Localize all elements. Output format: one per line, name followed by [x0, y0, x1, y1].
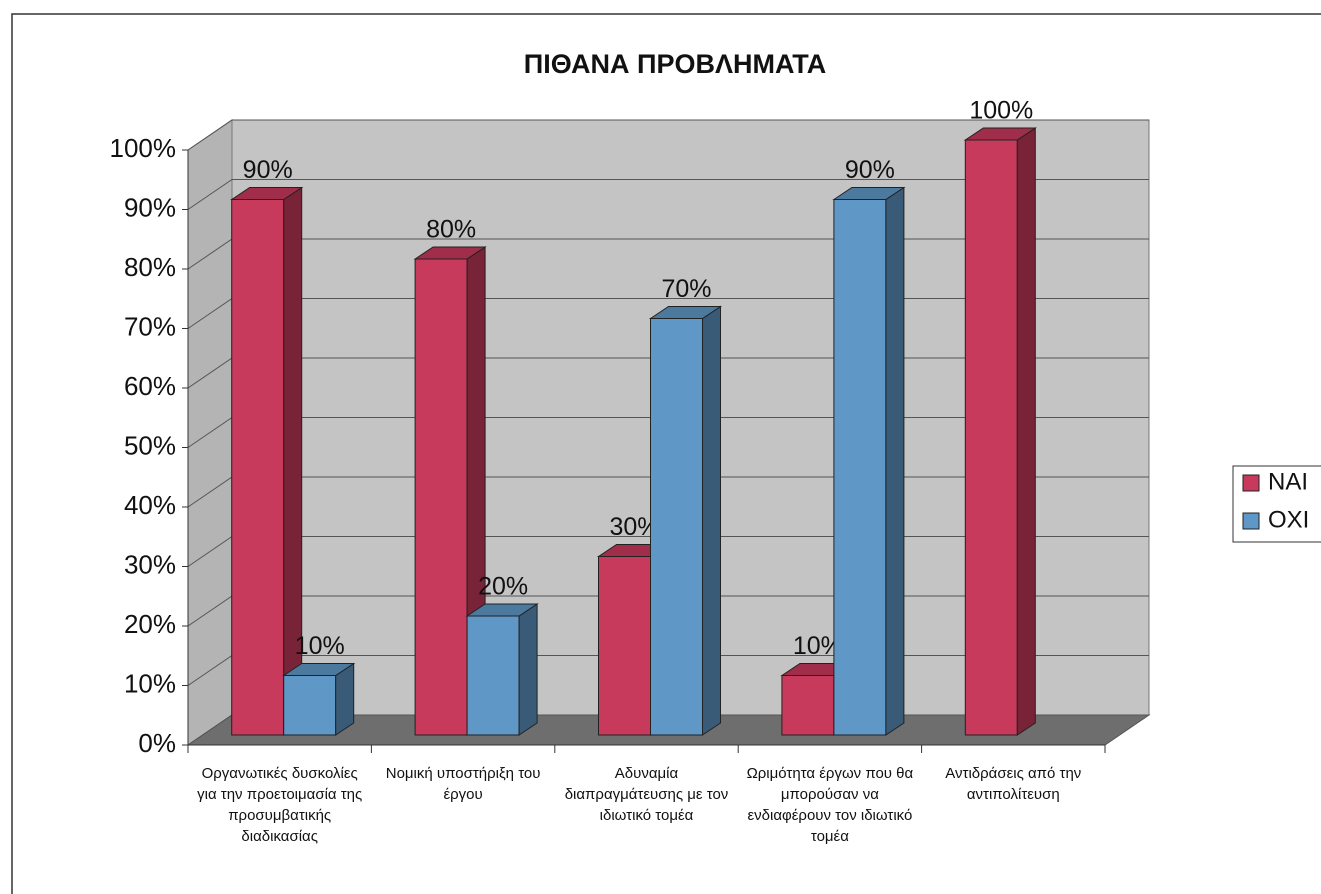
y-tick-label: 60%	[124, 371, 176, 401]
legend-swatch	[1242, 512, 1260, 530]
bar-front	[414, 258, 468, 736]
bar-top	[282, 663, 356, 676]
bar-top	[648, 306, 723, 319]
y-tick-label: 20%	[124, 609, 176, 639]
bar-front	[964, 139, 1018, 736]
value-label: 70%	[661, 275, 711, 303]
bar-top	[963, 127, 1037, 141]
legend-label: ΝΑΙ	[1268, 468, 1308, 495]
value-label: 90%	[243, 156, 293, 184]
bar	[832, 186, 906, 736]
grid-line	[187, 119, 1149, 151]
bar	[282, 662, 356, 736]
bar-side	[518, 603, 538, 736]
legend-swatch	[1242, 474, 1260, 492]
legend-label: ΟΧΙ	[1268, 506, 1309, 533]
grid-line	[187, 179, 1149, 210]
bar-front	[833, 199, 887, 736]
chart-title: ΠΙΘΑΝΑ ΠΡΟΒΛΗΜΑΤΑ	[524, 49, 827, 79]
bar-top	[465, 603, 539, 617]
x-tick-label: Αντιδράσεις από την αντιπολίτευση	[945, 765, 1082, 803]
y-tick-label: 30%	[124, 549, 176, 579]
y-tick-label: 90%	[124, 192, 176, 222]
bar-front	[598, 556, 651, 736]
y-tick-label: 0%	[138, 728, 176, 758]
bar	[648, 305, 723, 736]
bar-top	[832, 187, 906, 200]
bar-front	[781, 675, 835, 736]
bar-side	[885, 186, 905, 736]
y-tick-label: 100%	[110, 133, 177, 163]
value-label: 80%	[426, 216, 476, 244]
bar	[230, 186, 304, 736]
y-tick-label: 70%	[124, 311, 176, 341]
y-tick-label: 50%	[124, 430, 176, 460]
bar-top	[230, 187, 304, 200]
bar-side	[702, 305, 721, 736]
bar	[413, 246, 487, 736]
value-label: 100%	[969, 97, 1033, 125]
bar-front	[231, 199, 285, 736]
legend: ΝΑΙ ΟΧΙ	[1232, 465, 1321, 543]
bar-front	[650, 318, 703, 736]
bar-front	[283, 675, 337, 736]
y-tick-label: 80%	[124, 252, 176, 282]
y-tick-label: 40%	[124, 490, 176, 520]
bar	[963, 127, 1037, 736]
bar	[465, 603, 539, 736]
x-tick-label: Οργανωτικές δυσκολίες για την προετοιμασ…	[197, 765, 363, 845]
value-label: 90%	[845, 156, 895, 184]
value-label: 10%	[295, 632, 345, 660]
bar-top	[413, 246, 487, 260]
x-tick-label: Αδυναμία διαπραγμάτευσης με τον ιδιωτικό…	[564, 765, 729, 824]
x-tick-label: Νομική υποστήριξη του έργου	[385, 765, 541, 803]
bar-side	[1016, 127, 1036, 736]
bar-front	[466, 615, 520, 736]
x-tick-label: Ωριμότητα έργων που θα μπορούσαν να ενδι…	[746, 765, 914, 845]
y-tick-label: 10%	[124, 668, 176, 698]
chart-frame	[11, 13, 1321, 894]
value-label: 20%	[478, 573, 528, 601]
